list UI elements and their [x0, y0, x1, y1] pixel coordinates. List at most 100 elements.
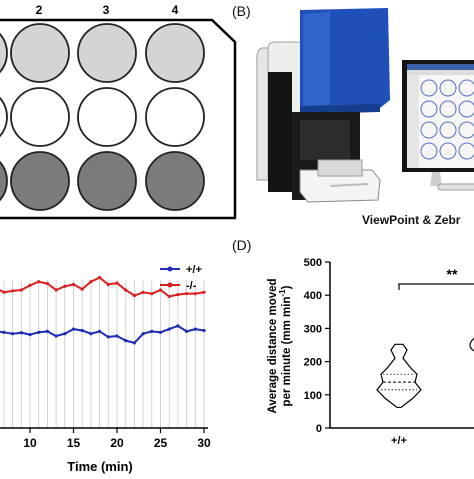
well-r1-c1 [0, 32, 8, 74]
x-tick-label: 30 [197, 436, 211, 450]
series-point [80, 287, 84, 291]
series-point [185, 292, 189, 296]
keyboard [437, 183, 474, 191]
well-r2-c2 [10, 87, 70, 147]
series-point [45, 329, 50, 333]
y-tick-label: 0 [316, 423, 322, 435]
legend-label-ko: -/- [186, 280, 197, 292]
x-tick-label: 20 [110, 436, 124, 450]
series-point [176, 324, 180, 328]
screen-well [420, 100, 438, 118]
significance-marker: ** [447, 266, 458, 282]
series-point [141, 290, 145, 294]
series-point [132, 341, 136, 345]
software-caption: ViewPoint & Zebr [362, 213, 461, 227]
series-point [167, 294, 171, 299]
y-axis-ticks: 0 100 200 300 400 500 [304, 257, 330, 435]
series-point [54, 334, 58, 338]
column-number-2: 2 [36, 3, 43, 17]
series-point [19, 331, 23, 335]
chart-legend: +/+ -/- [160, 264, 202, 292]
screen-well [458, 100, 474, 118]
series-point [202, 328, 206, 333]
series-point [63, 332, 67, 336]
series-point [132, 293, 136, 298]
series-line-ko [0, 276, 205, 298]
series-point [98, 329, 102, 333]
series-point [37, 330, 41, 334]
chart-series [0, 275, 206, 345]
significance-bracket [398, 283, 474, 290]
violin-chart: 0 100 200 300 400 500 ** +/+ Average distance… [267, 257, 474, 447]
x-category-label-wt: +/+ [391, 435, 407, 447]
series-point [158, 330, 163, 334]
series-point [45, 281, 50, 286]
x-axis-title: Time (min) [67, 459, 133, 474]
screen-well [420, 142, 438, 160]
y-tick-label: 100 [304, 390, 322, 402]
series-point [71, 327, 76, 331]
well-r3-c2 [10, 151, 70, 211]
series-point [124, 339, 128, 343]
screen-well [439, 100, 457, 118]
y-tick-label: 300 [304, 323, 322, 335]
well-r3-c4 [145, 151, 205, 211]
series-point [193, 327, 197, 331]
series-point [106, 282, 110, 287]
x-axis-ticks: 10 15 20 25 30 [23, 428, 211, 450]
series-point [19, 288, 23, 292]
series-point [176, 293, 180, 297]
series-point [150, 292, 154, 296]
y-tick-label: 500 [304, 257, 322, 269]
violins [376, 337, 474, 409]
series-point [124, 288, 128, 292]
screen-well [420, 79, 438, 97]
series-point [141, 332, 145, 336]
series-point [28, 283, 32, 287]
y-axis-title-line1: Average distance moved [267, 278, 279, 413]
series-point [89, 280, 93, 284]
x-tick-label: 15 [67, 436, 81, 450]
y-tick-label: 200 [304, 357, 322, 369]
sample-plate-holder [317, 159, 363, 177]
series-point [63, 284, 67, 288]
distance-time-line-chart: 10 15 20 25 30 Time (min) +/+ -/- [0, 264, 211, 474]
well-r3-c3 [77, 151, 137, 211]
well-r2-c1 [0, 96, 8, 138]
legend-label-wt: +/+ [186, 264, 202, 276]
well-plate: 2 3 4 [0, 3, 237, 220]
series-point [80, 328, 84, 333]
series-point [2, 290, 6, 294]
well-r3-c1 [0, 160, 8, 202]
column-number-4: 4 [172, 3, 179, 17]
series-point [115, 334, 119, 338]
well-r1-c2 [10, 23, 70, 83]
violin-ko-partial [469, 337, 474, 352]
series-point [54, 288, 58, 292]
series-point [150, 329, 154, 333]
column-number-3: 3 [103, 3, 110, 17]
screen-well [439, 121, 457, 139]
series-point [10, 332, 15, 336]
well-r2-c3 [77, 87, 137, 147]
chart-grid [3, 280, 205, 428]
well-r2-c4 [145, 87, 205, 147]
series-point [115, 281, 119, 285]
x-tick-label: 25 [154, 436, 168, 450]
series-point [10, 289, 15, 293]
tracking-instrument-image [256, 8, 474, 203]
screen-well [439, 142, 457, 160]
series-point [2, 330, 6, 334]
screen-well [420, 121, 438, 139]
panel-d-label: (D) [232, 237, 251, 253]
screen-well [458, 142, 474, 160]
series-point [71, 282, 76, 287]
series-point [167, 327, 171, 331]
panel-b-label: (B) [232, 3, 251, 19]
series-point [193, 292, 197, 296]
well-r1-c4 [145, 23, 205, 83]
series-point [98, 275, 102, 280]
x-tick-label: 10 [23, 436, 37, 450]
